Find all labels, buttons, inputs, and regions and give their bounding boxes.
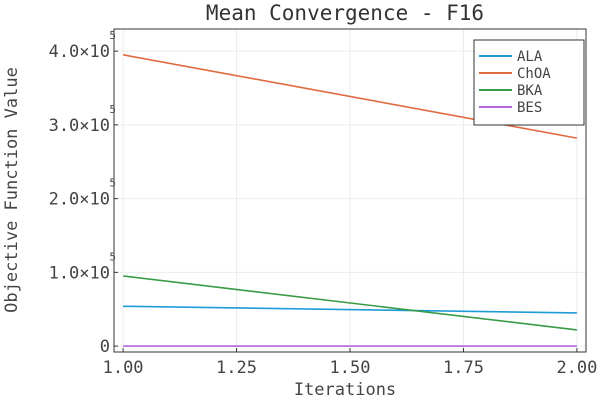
y-tick-exponent: 5 xyxy=(109,103,116,116)
x-tick-label: 1.75 xyxy=(443,358,484,378)
legend-label-ala: ALA xyxy=(517,49,543,65)
y-tick-label: 2.0×10 xyxy=(49,190,110,210)
series-line-ala xyxy=(123,305,577,314)
legend-label-bes: BES xyxy=(517,100,542,116)
y-tick-label: 0 xyxy=(100,337,110,357)
legend-label-choa: ChOA xyxy=(517,66,551,82)
y-tick-exponent: 5 xyxy=(109,250,116,263)
y-tick-exponent: 5 xyxy=(109,177,116,190)
y-axis-label: Objective Function Value xyxy=(2,67,22,313)
x-tick-label: 2.00 xyxy=(556,358,597,378)
y-tick-exponent: 5 xyxy=(109,29,116,42)
y-tick-label: 4.0×10 xyxy=(49,42,110,62)
y-tick-label: 3.0×10 xyxy=(49,116,110,136)
x-axis-ticks: 1.00 1.25 1.50 1.75 2.00 xyxy=(103,348,597,378)
legend-box xyxy=(473,39,585,126)
legend-label-bka: BKA xyxy=(517,83,543,99)
x-axis-label: Iterations xyxy=(294,380,396,400)
x-tick-label: 1.50 xyxy=(330,358,371,378)
chart-title: Mean Convergence - F16 xyxy=(206,1,484,25)
x-tick-label: 1.00 xyxy=(103,358,144,378)
series-line-bka xyxy=(123,275,577,331)
x-tick-label: 1.25 xyxy=(216,358,257,378)
y-tick-label: 1.0×10 xyxy=(49,263,110,283)
